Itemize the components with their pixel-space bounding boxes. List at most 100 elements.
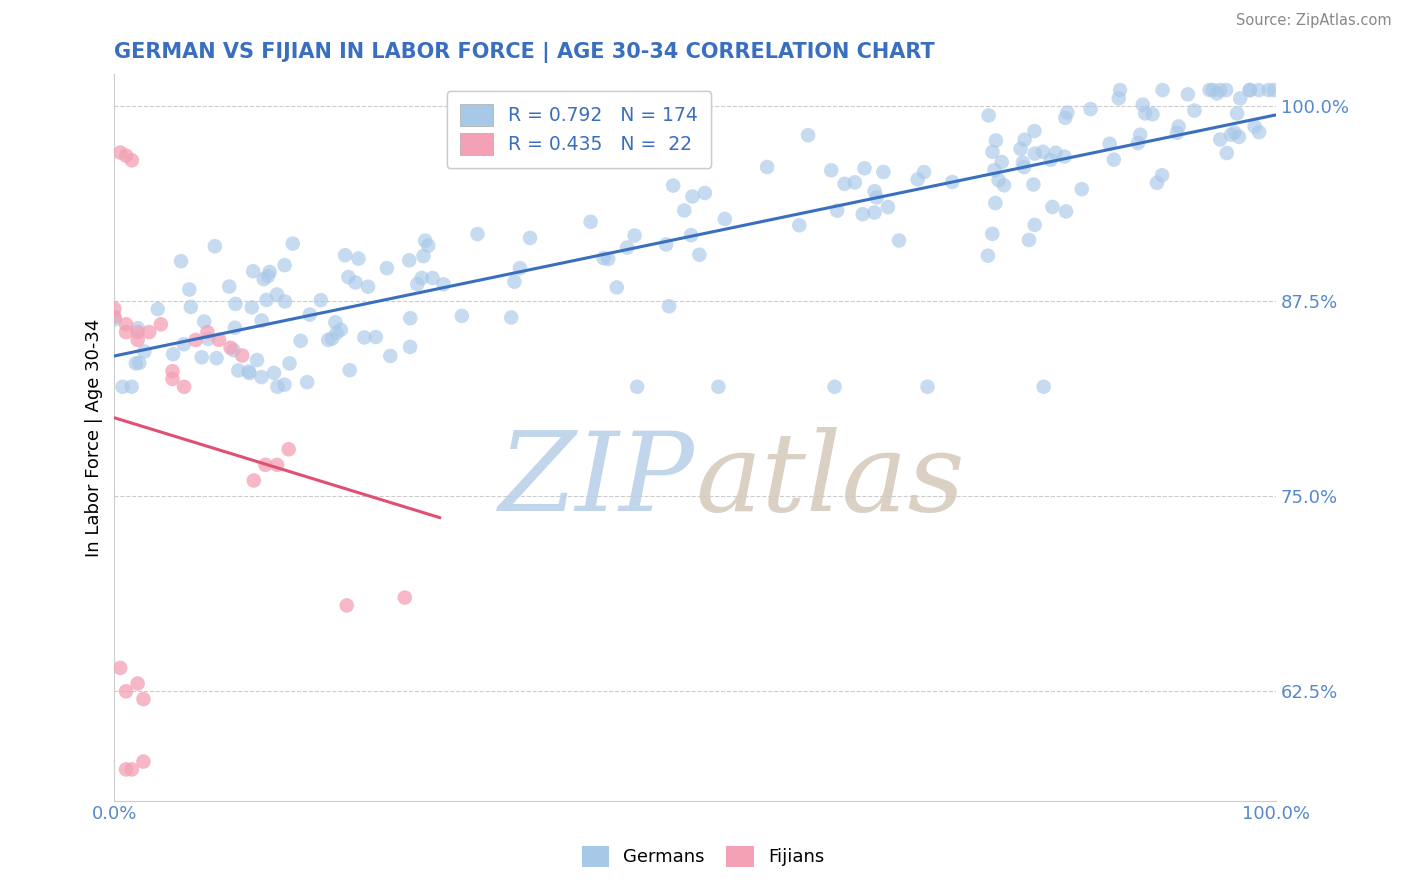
Point xyxy=(673,203,696,218)
Point xyxy=(321,332,343,346)
Legend: Germans, Fijians: Germans, Fijians xyxy=(575,838,831,874)
Point xyxy=(238,364,260,378)
Point xyxy=(887,234,910,248)
Point xyxy=(1263,83,1285,97)
Point xyxy=(1198,83,1220,97)
Point xyxy=(501,310,523,325)
Point xyxy=(180,300,202,314)
Point xyxy=(1239,83,1261,97)
Point xyxy=(309,293,332,308)
Point xyxy=(173,380,195,394)
Point xyxy=(592,251,614,265)
Point xyxy=(115,763,138,777)
Point xyxy=(110,145,132,160)
Point xyxy=(103,310,125,324)
Point xyxy=(418,238,440,252)
Point xyxy=(1024,218,1046,232)
Point xyxy=(1045,145,1067,160)
Point xyxy=(606,280,628,294)
Point xyxy=(399,340,422,354)
Point xyxy=(226,363,249,377)
Point xyxy=(218,279,240,293)
Point xyxy=(337,270,360,285)
Point xyxy=(984,196,1007,211)
Legend: R = 0.792   N = 174, R = 0.435   N =  22: R = 0.792 N = 174, R = 0.435 N = 22 xyxy=(447,91,711,168)
Y-axis label: In Labor Force | Age 30-34: In Labor Force | Age 30-34 xyxy=(86,318,103,557)
Point xyxy=(146,301,169,316)
Point xyxy=(977,108,1000,122)
Point xyxy=(197,332,219,346)
Point xyxy=(104,312,127,326)
Point xyxy=(1039,153,1062,167)
Point xyxy=(1247,83,1270,97)
Point xyxy=(983,163,1005,178)
Point xyxy=(193,314,215,328)
Point xyxy=(825,203,848,218)
Point xyxy=(336,599,359,613)
Point xyxy=(941,175,963,189)
Point xyxy=(1152,168,1174,182)
Point xyxy=(1220,128,1243,142)
Point xyxy=(872,165,894,179)
Point xyxy=(250,313,273,327)
Point xyxy=(127,321,149,335)
Point xyxy=(339,363,361,377)
Point xyxy=(273,258,295,272)
Point xyxy=(681,189,703,203)
Point xyxy=(907,172,929,186)
Point xyxy=(1132,97,1154,112)
Point xyxy=(1216,146,1239,161)
Text: atlas: atlas xyxy=(695,427,965,535)
Point xyxy=(1032,145,1054,159)
Point xyxy=(195,325,218,339)
Point xyxy=(132,692,155,706)
Point xyxy=(298,308,321,322)
Point xyxy=(1227,129,1250,144)
Point xyxy=(1018,233,1040,247)
Point xyxy=(1223,126,1246,140)
Point xyxy=(219,341,242,355)
Point xyxy=(253,272,276,286)
Text: Source: ZipAtlas.com: Source: ZipAtlas.com xyxy=(1236,13,1392,29)
Point xyxy=(375,261,398,276)
Point xyxy=(917,380,939,394)
Point xyxy=(204,239,226,253)
Point xyxy=(756,160,779,174)
Point xyxy=(412,249,434,263)
Point xyxy=(1010,142,1032,156)
Point xyxy=(179,283,201,297)
Point xyxy=(688,248,710,262)
Point xyxy=(467,227,489,241)
Point xyxy=(1202,83,1225,97)
Point xyxy=(863,205,886,219)
Point xyxy=(398,253,420,268)
Point xyxy=(323,315,346,329)
Point xyxy=(162,372,184,386)
Point xyxy=(111,380,134,394)
Point xyxy=(208,333,231,347)
Point xyxy=(787,219,810,233)
Point xyxy=(127,333,149,347)
Point xyxy=(115,684,138,698)
Point xyxy=(519,231,541,245)
Point xyxy=(259,265,281,279)
Point xyxy=(134,344,156,359)
Point xyxy=(422,271,444,285)
Point xyxy=(254,458,277,472)
Point xyxy=(1135,106,1157,120)
Point xyxy=(1042,200,1064,214)
Point xyxy=(797,128,820,143)
Point xyxy=(509,261,531,276)
Point xyxy=(281,236,304,251)
Point xyxy=(127,325,149,339)
Point xyxy=(987,173,1010,187)
Point xyxy=(681,228,703,243)
Point xyxy=(598,252,620,266)
Point xyxy=(353,330,375,344)
Point xyxy=(844,175,866,189)
Point xyxy=(266,380,288,394)
Point xyxy=(1022,178,1045,192)
Point xyxy=(364,330,387,344)
Point xyxy=(1209,132,1232,146)
Point xyxy=(138,325,160,339)
